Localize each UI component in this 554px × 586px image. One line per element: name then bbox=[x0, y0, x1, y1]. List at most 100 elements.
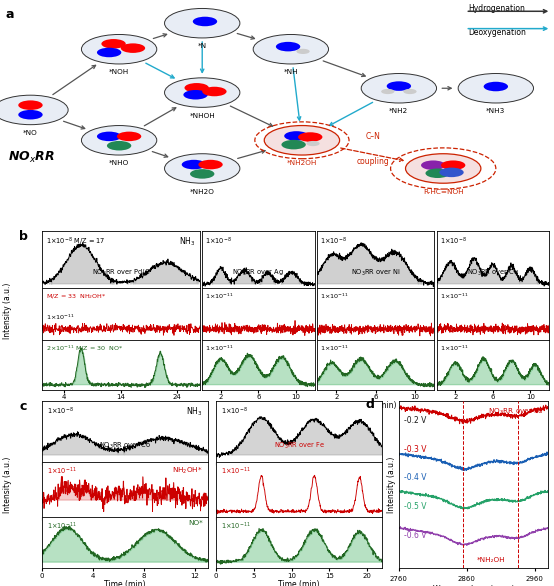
Text: NO$_3$RR over Pd/C: NO$_3$RR over Pd/C bbox=[91, 268, 150, 278]
Circle shape bbox=[121, 43, 145, 53]
Text: NO$_x$RR: NO$_x$RR bbox=[8, 150, 55, 165]
Text: 1×10$^{-8}$: 1×10$^{-8}$ bbox=[47, 406, 73, 417]
Text: NO$_3$RR over Ag: NO$_3$RR over Ag bbox=[233, 268, 284, 278]
Circle shape bbox=[184, 83, 209, 93]
Circle shape bbox=[458, 73, 534, 103]
Text: -0.2 V: -0.2 V bbox=[404, 416, 427, 425]
Text: 1×10$^{-11}$: 1×10$^{-11}$ bbox=[206, 292, 234, 301]
Text: NO$_3$RR over Cu: NO$_3$RR over Cu bbox=[467, 268, 519, 278]
Text: 1×10$^{-11}$: 1×10$^{-11}$ bbox=[440, 292, 469, 301]
Text: b: b bbox=[19, 230, 28, 243]
Text: -0.6 V: -0.6 V bbox=[404, 531, 427, 540]
X-axis label: Time (min): Time (min) bbox=[355, 401, 396, 410]
Text: NH$_3$: NH$_3$ bbox=[179, 236, 195, 248]
Circle shape bbox=[0, 95, 68, 125]
Text: 1×10$^{-11}$: 1×10$^{-11}$ bbox=[440, 343, 469, 353]
Circle shape bbox=[183, 90, 208, 100]
Text: *NHOH: *NHOH bbox=[189, 113, 215, 119]
Text: d: d bbox=[366, 398, 375, 411]
Text: 1×10$^{-11}$: 1×10$^{-11}$ bbox=[221, 465, 251, 476]
Text: NO$_3$RR over Ni: NO$_3$RR over Ni bbox=[351, 268, 401, 278]
Text: 1×10$^{-11}$: 1×10$^{-11}$ bbox=[47, 313, 75, 322]
Circle shape bbox=[387, 81, 411, 91]
Text: c: c bbox=[19, 400, 27, 413]
Text: *NO: *NO bbox=[23, 130, 38, 136]
Circle shape bbox=[97, 132, 121, 141]
Text: NO$_3$RR over Fe: NO$_3$RR over Fe bbox=[274, 441, 325, 451]
Text: *NH₂OH: *NH₂OH bbox=[476, 557, 505, 563]
Circle shape bbox=[421, 161, 445, 170]
Circle shape bbox=[284, 131, 309, 141]
Circle shape bbox=[276, 42, 300, 52]
Text: *N: *N bbox=[198, 43, 207, 49]
X-axis label: Time (min): Time (min) bbox=[238, 401, 279, 410]
Text: 1×10$^{-11}$: 1×10$^{-11}$ bbox=[47, 465, 76, 476]
X-axis label: Time (min): Time (min) bbox=[279, 580, 320, 586]
Text: NO$_3$RR over Fe: NO$_3$RR over Fe bbox=[488, 407, 544, 417]
Text: Intensity (a.u.): Intensity (a.u.) bbox=[3, 456, 12, 513]
Circle shape bbox=[190, 169, 214, 179]
Circle shape bbox=[296, 49, 310, 54]
Text: 1×10$^{-11}$: 1×10$^{-11}$ bbox=[47, 520, 76, 532]
Circle shape bbox=[281, 140, 306, 149]
Circle shape bbox=[81, 35, 157, 64]
Y-axis label: Intensity (a.u.): Intensity (a.u.) bbox=[387, 456, 396, 513]
Circle shape bbox=[306, 141, 320, 146]
Text: R-HC=NOH: R-HC=NOH bbox=[423, 189, 464, 195]
Circle shape bbox=[101, 39, 126, 49]
Text: M/Z = 33  NH$_2$OH*: M/Z = 33 NH$_2$OH* bbox=[47, 292, 107, 301]
Text: NO*: NO* bbox=[188, 520, 203, 526]
Text: -0.3 V: -0.3 V bbox=[404, 445, 427, 454]
Text: NO$_3$RR over Co: NO$_3$RR over Co bbox=[99, 441, 151, 451]
Circle shape bbox=[18, 100, 43, 110]
Circle shape bbox=[193, 17, 217, 26]
Circle shape bbox=[381, 89, 394, 94]
Circle shape bbox=[97, 47, 121, 57]
Text: 1×10$^{-8}$: 1×10$^{-8}$ bbox=[221, 406, 248, 417]
Text: *NOH: *NOH bbox=[109, 69, 129, 76]
Text: a: a bbox=[6, 8, 14, 21]
Circle shape bbox=[165, 78, 240, 107]
Circle shape bbox=[441, 161, 465, 170]
Circle shape bbox=[182, 160, 206, 169]
Text: *NH: *NH bbox=[284, 69, 298, 76]
Text: 1×10$^{-11}$: 1×10$^{-11}$ bbox=[221, 520, 251, 532]
Text: 1×10$^{-8}$ M/Z = 17: 1×10$^{-8}$ M/Z = 17 bbox=[47, 236, 106, 248]
Circle shape bbox=[165, 154, 240, 183]
X-axis label: Time (min): Time (min) bbox=[472, 401, 514, 410]
Circle shape bbox=[202, 87, 227, 96]
Text: 1×10$^{-11}$: 1×10$^{-11}$ bbox=[320, 292, 349, 301]
Circle shape bbox=[484, 82, 508, 91]
Circle shape bbox=[117, 132, 141, 141]
Circle shape bbox=[107, 141, 131, 151]
Text: NH$_2$OH*: NH$_2$OH* bbox=[172, 465, 203, 476]
Circle shape bbox=[18, 110, 43, 120]
Text: *NH2: *NH2 bbox=[389, 108, 408, 114]
X-axis label: Time (min): Time (min) bbox=[104, 580, 145, 586]
Circle shape bbox=[406, 154, 481, 183]
Text: C–N: C–N bbox=[365, 132, 380, 141]
Circle shape bbox=[403, 89, 417, 94]
Text: *NH3: *NH3 bbox=[486, 108, 505, 114]
Text: 1×10$^{-8}$: 1×10$^{-8}$ bbox=[206, 236, 232, 247]
Circle shape bbox=[298, 132, 322, 142]
Circle shape bbox=[165, 8, 240, 38]
X-axis label: Wavenumbers (cm⁻¹): Wavenumbers (cm⁻¹) bbox=[433, 585, 515, 586]
Text: 1×10$^{-11}$: 1×10$^{-11}$ bbox=[206, 343, 234, 353]
Circle shape bbox=[439, 168, 464, 177]
Text: Intensity (a.u.): Intensity (a.u.) bbox=[3, 282, 12, 339]
Text: NH$_3$: NH$_3$ bbox=[187, 406, 203, 418]
Text: -0.4 V: -0.4 V bbox=[404, 473, 427, 482]
Circle shape bbox=[264, 125, 340, 155]
Circle shape bbox=[198, 160, 223, 169]
Text: Hydrogenation: Hydrogenation bbox=[468, 4, 525, 12]
Text: -0.5 V: -0.5 V bbox=[404, 502, 427, 511]
Text: *NHO: *NHO bbox=[109, 161, 129, 166]
Text: 2×10$^{-11}$ M/Z = 30  NO*: 2×10$^{-11}$ M/Z = 30 NO* bbox=[47, 343, 124, 353]
Text: 1×10$^{-8}$: 1×10$^{-8}$ bbox=[320, 236, 347, 247]
Text: 1×10$^{-11}$: 1×10$^{-11}$ bbox=[320, 343, 349, 353]
Circle shape bbox=[253, 35, 329, 64]
Text: *NH2OH: *NH2OH bbox=[287, 161, 317, 166]
Circle shape bbox=[81, 125, 157, 155]
Text: *NH2O: *NH2O bbox=[190, 189, 214, 195]
